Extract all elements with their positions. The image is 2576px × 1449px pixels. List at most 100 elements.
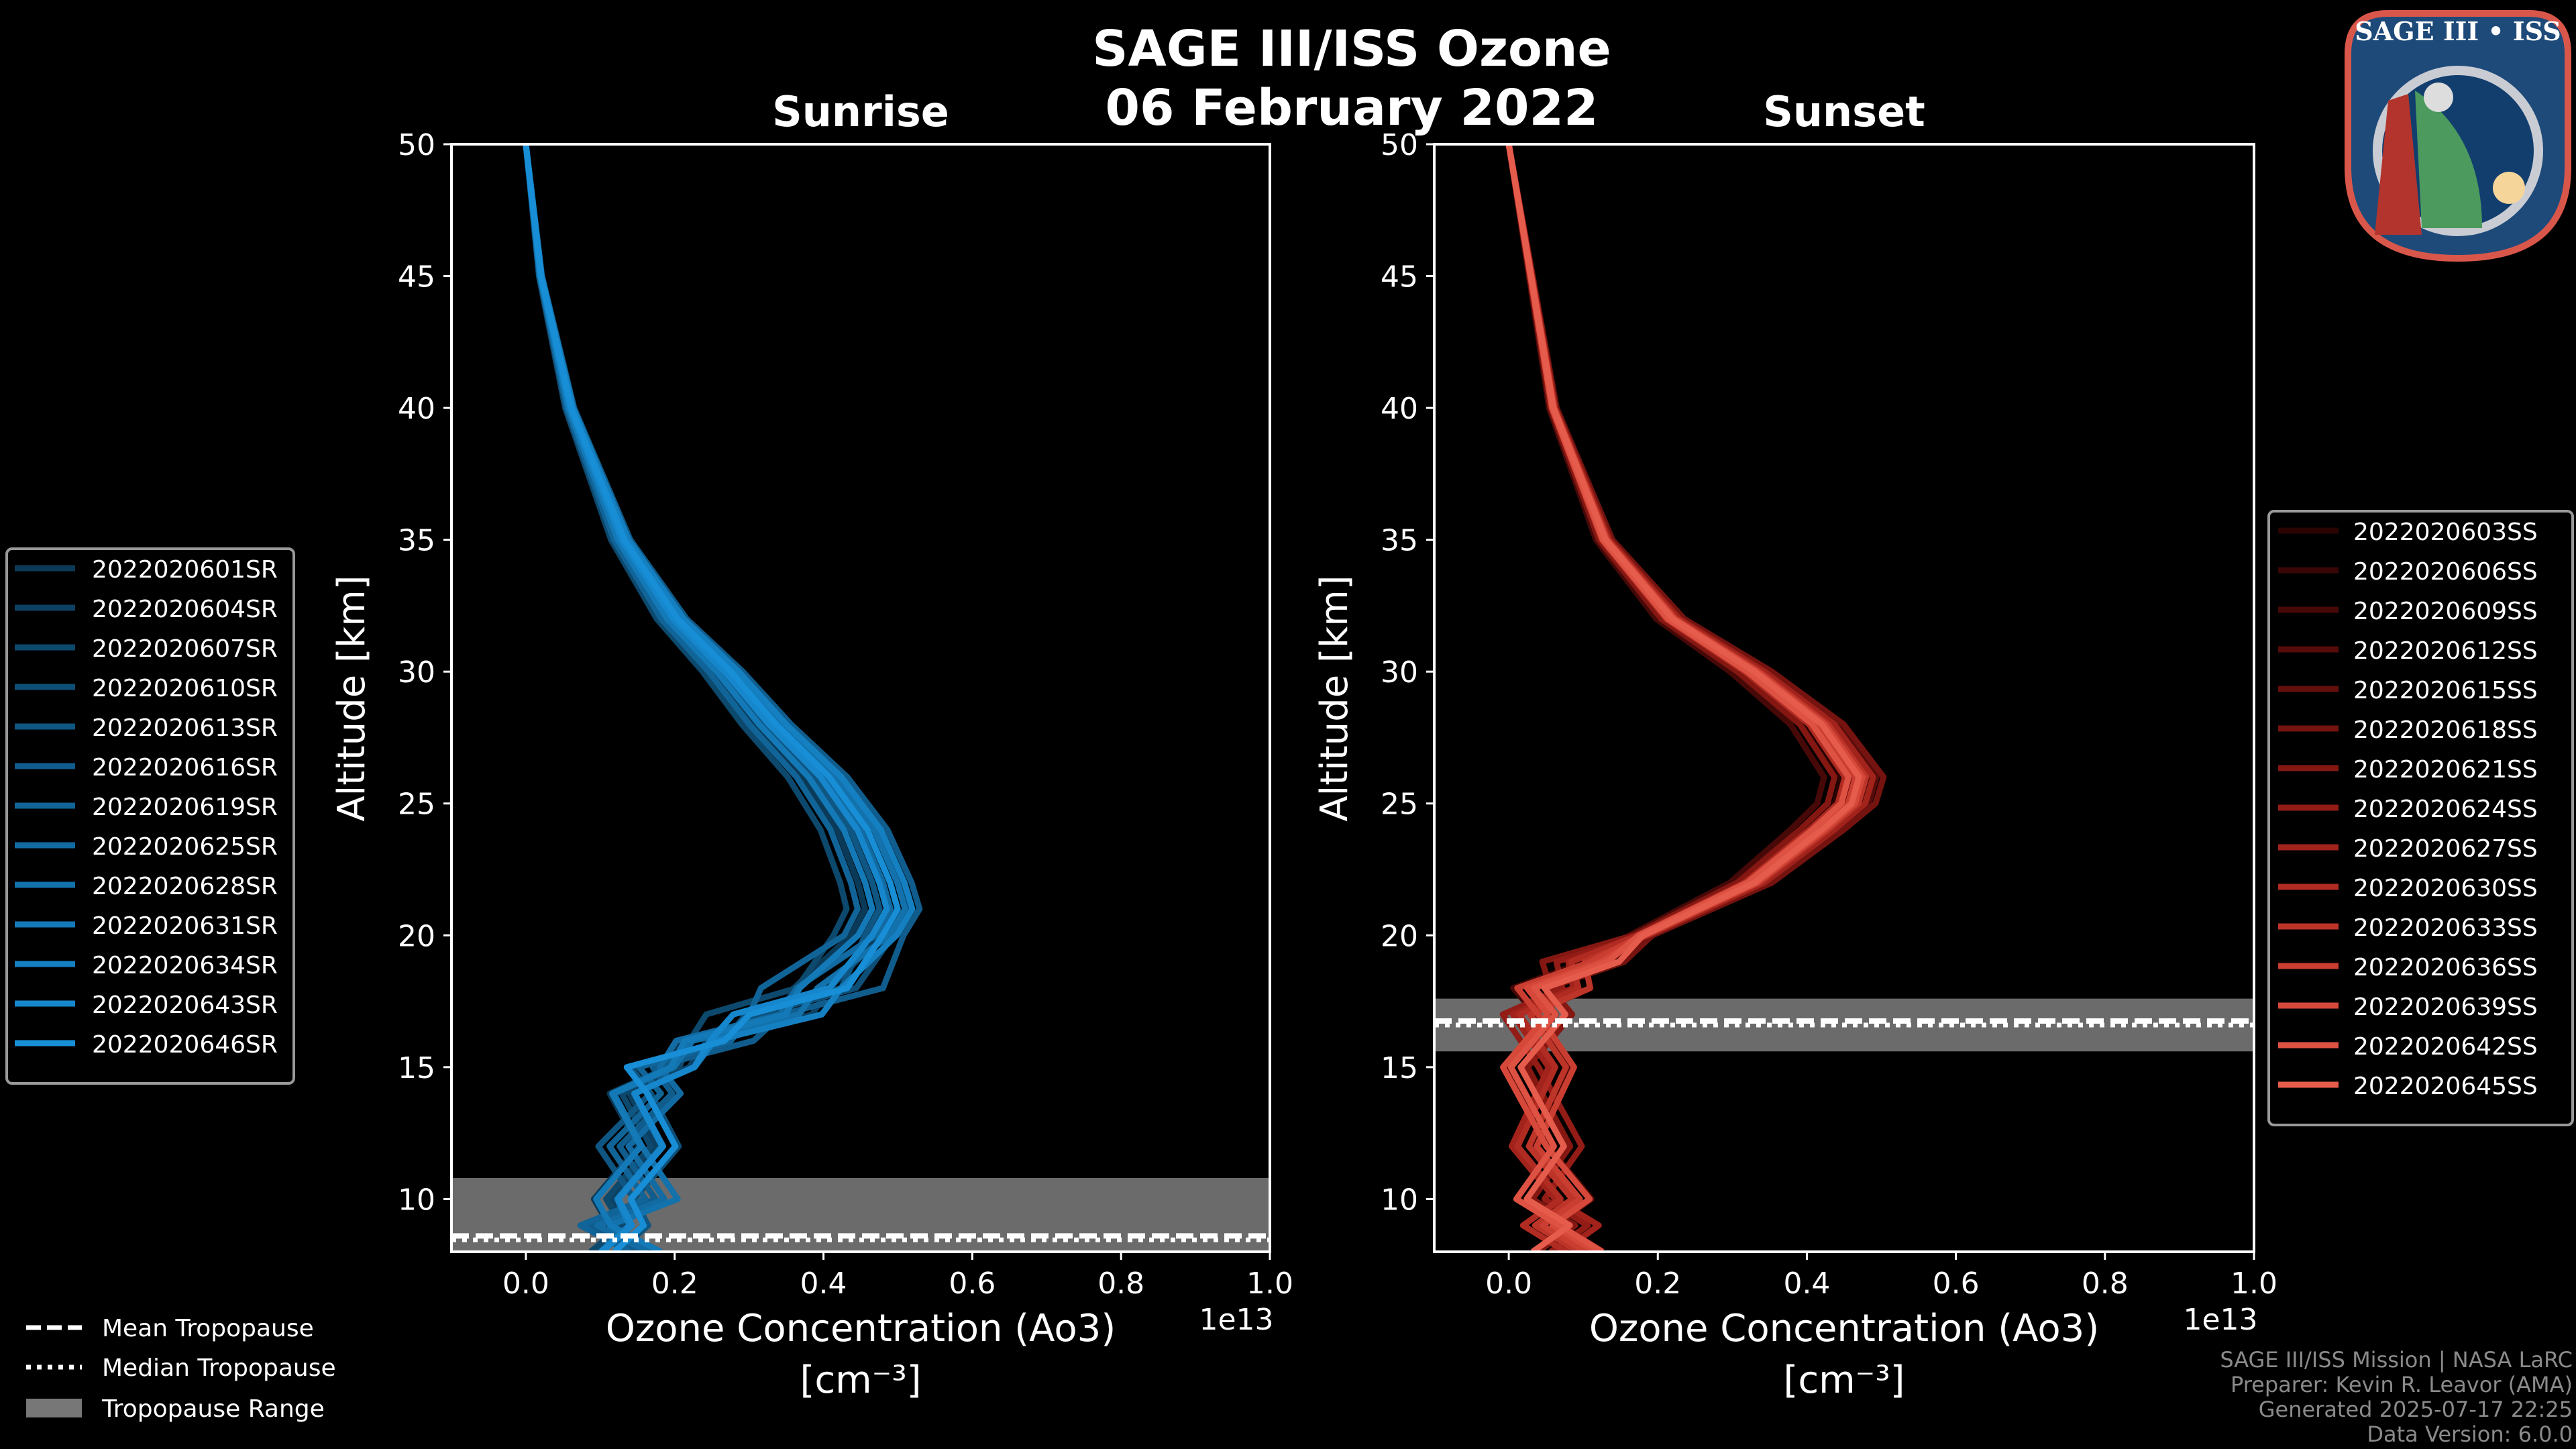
- profile-line-2022020610SR: [523, 144, 912, 1252]
- legend-label: 2022020645SS: [2353, 1073, 2538, 1100]
- x-tick-label: 1.0: [1246, 1267, 1293, 1301]
- x-tick-label: 0.2: [651, 1267, 698, 1301]
- x-tick-label: 0.6: [949, 1267, 996, 1301]
- legend-label: 2022020642SS: [2353, 1033, 2538, 1061]
- profile-line-2022020625SR: [523, 144, 894, 1252]
- legend-label: 2022020643SR: [92, 991, 278, 1019]
- y-tick-label: 50: [398, 128, 435, 162]
- profile-line-2022020607SR: [523, 144, 850, 1252]
- legend-label: 2022020630SS: [2353, 875, 2538, 902]
- sunrise-axes: 0.0 0.2 0.4 0.6 0.8 1.0 10 15 20 25 30 35 40 45 50 Sunr…: [5, 87, 1293, 1402]
- legend-label: 2022020618SS: [2353, 716, 2538, 744]
- legend-label: 2022020624SS: [2353, 796, 2538, 823]
- offset-label: 1e13: [1199, 1303, 1273, 1337]
- legend-label: 2022020606SS: [2353, 558, 2538, 586]
- legend-label: 2022020607SR: [92, 635, 278, 663]
- y-tick-label: 15: [1381, 1051, 1418, 1085]
- y-tick-label: 10: [398, 1183, 435, 1217]
- x-tick-label: 1.0: [2231, 1267, 2277, 1301]
- tropopause-legend: Mean Tropopause Median Tropopause Tropop…: [26, 1315, 336, 1423]
- series-legend: 2022020601SR 2022020604SR 2022020607SR 2022…: [5, 547, 295, 1085]
- footer: SAGE III/ISS Mission | NASA LaRC Prepare…: [2220, 1347, 2573, 1447]
- profile-line-2022020645SS: [1505, 144, 1862, 1252]
- x-tick-label: 0.6: [1933, 1267, 1980, 1301]
- y-tick-label: 30: [1381, 655, 1418, 690]
- legend-label: 2022020613SR: [92, 714, 278, 742]
- legend-label: 2022020633SS: [2353, 914, 2538, 942]
- profile-line-2022020628SR: [523, 144, 908, 1252]
- subplot-title: Sunrise: [772, 87, 949, 136]
- plot-area: [451, 144, 1270, 1252]
- y-tick-label: 45: [1381, 260, 1418, 294]
- title-line2: 06 February 2022: [1105, 79, 1598, 137]
- footer-generated: Generated 2025-07-17 22:25: [2259, 1397, 2573, 1422]
- y-tick-label: 10: [1381, 1183, 1418, 1217]
- y-tick-label: 25: [398, 788, 435, 822]
- legend-label: 2022020609SS: [2353, 598, 2538, 625]
- profile-line-2022020601SR: [523, 144, 868, 1252]
- profile-line-2022020619SR: [523, 144, 861, 1252]
- y-tick-label: 40: [1381, 392, 1418, 426]
- legend-label: 2022020634SR: [92, 952, 278, 979]
- x-tick-label: 0.4: [1783, 1267, 1830, 1301]
- y-tick-label: 40: [398, 392, 435, 426]
- profile-line-2022020631SR: [523, 144, 875, 1252]
- svg-text:SAGE III • ISS: SAGE III • ISS: [2355, 16, 2561, 46]
- x-axis-label: Ozone Concentration (Ao3): [606, 1307, 1116, 1350]
- y-axis-label: Altitude [km]: [1313, 575, 1356, 821]
- profile-line-2022020643SR: [523, 144, 890, 1252]
- legend-label: 2022020628SR: [92, 873, 278, 900]
- x-tick-label: 0.4: [800, 1267, 847, 1301]
- tropopause-range-label: Tropopause Range: [101, 1395, 325, 1423]
- legend-frame: [5, 547, 295, 1085]
- y-axis-label: Altitude [km]: [330, 575, 374, 821]
- sunset-axes: 0.0 0.2 0.4 0.6 0.8 1.0 10 15 20 25 30 35 40 45 50 Suns…: [1313, 87, 2574, 1402]
- legend-label: 2022020604SR: [92, 596, 278, 623]
- legend-label: 2022020646SR: [92, 1031, 278, 1059]
- y-tick-label: 35: [398, 524, 435, 558]
- legend-label: 2022020603SS: [2353, 519, 2538, 546]
- footer-version: Data Version: 6.0.0: [2367, 1421, 2573, 1447]
- x-tick-label: 0.2: [1634, 1267, 1681, 1301]
- y-tick-label: 15: [398, 1051, 435, 1085]
- y-tick-label: 20: [1381, 919, 1418, 953]
- series-legend: 2022020603SS 2022020606SS 2022020609SS 2022…: [2267, 510, 2574, 1126]
- y-tick-label: 35: [1381, 524, 1418, 558]
- x-tick-label: 0.0: [502, 1267, 549, 1301]
- x-axis-label: Ozone Concentration (Ao3): [1589, 1307, 2099, 1350]
- legend-label: 2022020631SR: [92, 912, 278, 940]
- footer-mission: SAGE III/ISS Mission | NASA LaRC: [2220, 1347, 2573, 1373]
- legend-label: 2022020621SS: [2353, 756, 2538, 784]
- sage-iii-iss-logo: SAGE III • ISS: [2345, 10, 2571, 262]
- legend-label: 2022020627SS: [2353, 835, 2538, 863]
- legend-label: 2022020619SR: [92, 794, 278, 821]
- y-tick-label: 50: [1381, 128, 1418, 162]
- legend-frame: [2267, 510, 2574, 1126]
- footer-preparer: Preparer: Kevin R. Leavor (AMA): [2231, 1372, 2573, 1397]
- tropopause-range-swatch: [26, 1399, 82, 1417]
- y-tick-label: 20: [398, 919, 435, 953]
- plot-area: [1434, 144, 2254, 1252]
- x-tick-label: 0.8: [1097, 1267, 1144, 1301]
- y-tick-label: 25: [1381, 788, 1418, 822]
- legend-label: 2022020601SR: [92, 556, 278, 584]
- profile-line-2022020613SR: [523, 144, 883, 1252]
- x-axis-unit: [cm⁻³]: [1783, 1358, 1904, 1402]
- legend-label: 2022020612SS: [2353, 637, 2538, 665]
- legend-label: 2022020616SR: [92, 754, 278, 782]
- y-tick-label: 45: [398, 260, 435, 294]
- median-tropopause-label: Median Tropopause: [102, 1354, 336, 1382]
- x-axis-unit: [cm⁻³]: [800, 1358, 921, 1402]
- legend-label: 2022020615SS: [2353, 677, 2538, 704]
- profile-line-2022020646SR: [523, 144, 901, 1252]
- mean-tropopause-label: Mean Tropopause: [102, 1315, 314, 1342]
- y-tick-label: 30: [398, 655, 435, 690]
- legend-label: 2022020625SR: [92, 833, 278, 861]
- axes-frame: [1433, 143, 2255, 1253]
- profile-line-2022020604SR: [523, 144, 901, 1252]
- legend-label: 2022020639SS: [2353, 994, 2538, 1021]
- x-tick-label: 0.8: [2082, 1267, 2129, 1301]
- axes-frame: [450, 143, 1271, 1253]
- legend-label: 2022020610SR: [92, 675, 278, 702]
